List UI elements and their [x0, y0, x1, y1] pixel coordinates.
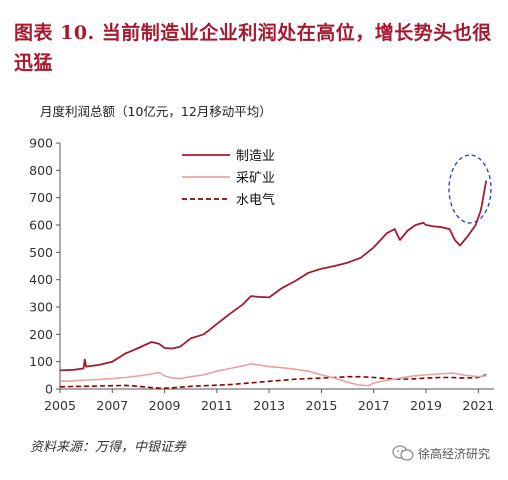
x-tick-label: 2017: [358, 398, 390, 413]
x-tick-label: 2015: [306, 398, 338, 413]
series-line-采矿业: [59, 363, 487, 387]
x-tick-label: 2005: [44, 398, 76, 413]
highlight-ellipse: [448, 154, 492, 224]
y-tick-label: 400: [29, 272, 53, 287]
legend-label: 制造业: [236, 149, 275, 164]
y-tick-label: 900: [29, 136, 53, 151]
chart-series: [59, 180, 488, 389]
chart-axes: 0 100 200 300 400 500 600 700 800 900 2005 2007 2009…: [29, 136, 494, 414]
x-tick-label: 2021: [462, 398, 494, 413]
y-tick-label: 800: [29, 163, 53, 178]
legend-label: 采矿业: [236, 171, 275, 186]
chart-title: 图表 10. 当前制造业企业利润处在高位，增长势头也很迅猛: [14, 22, 492, 74]
series-line-制造业: [59, 180, 488, 372]
y-axis-title: 月度利润总额（10亿元，12月移动平均）: [40, 104, 272, 119]
y-tick-label: 200: [29, 327, 53, 342]
x-tick-label: 2009: [149, 398, 181, 413]
watermark: 徐高经济研究: [392, 444, 490, 462]
x-tick-label: 2007: [96, 398, 128, 413]
source-note: 资料来源：万得，中银证券: [30, 440, 187, 455]
series-line-水电气: [59, 374, 487, 389]
y-tick-label: 100: [29, 354, 53, 369]
y-tick-label: 700: [29, 190, 53, 205]
watermark-text: 徐高经济研究: [417, 446, 490, 461]
y-tick-label: 500: [29, 245, 53, 260]
x-tick-label: 2011: [201, 398, 233, 413]
wechat-icon: [392, 445, 414, 461]
y-tick-label: 600: [29, 218, 53, 233]
y-tick-label: 300: [29, 300, 53, 315]
x-tick-label: 2019: [410, 398, 442, 413]
x-tick-label: 2013: [253, 398, 285, 413]
y-tick-label: 0: [45, 382, 53, 397]
legend-label: 水电气: [236, 192, 275, 208]
